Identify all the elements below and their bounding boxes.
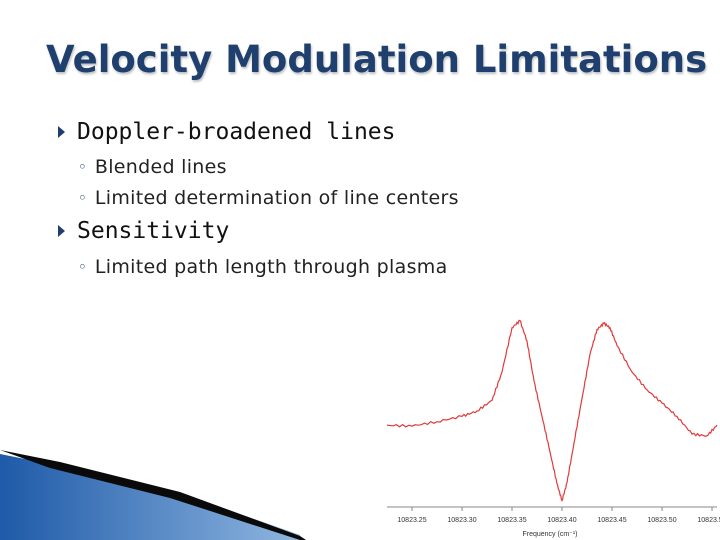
x-tick-label: 10823.50 [647,517,676,524]
bullet-sensitivity: Sensitivity [58,218,229,244]
sub-bullet-line-centers: ◦ Limited determination of line centers [78,187,459,209]
slide-title: Velocity Modulation Limitations [46,38,708,81]
spectrum-series-line [386,319,718,502]
black-swoosh-shape [0,450,306,540]
x-tick-label: 10823.25 [397,517,426,524]
sub-bullet-path-length-text: Limited path length through plasma [94,256,448,278]
sub-bullet-line-centers-text: Limited determination of line centers [94,187,459,209]
blue-swoosh-shape [0,454,300,540]
x-tick-label: 10823.40 [547,517,576,524]
circle-bullet-icon: ◦ [78,158,87,176]
decorative-swoosh [0,450,306,540]
bullet-sensitivity-text: Sensitivity [77,218,230,244]
sub-bullet-blended: ◦ Blended lines [78,156,227,178]
x-tick-label: 10823.30 [447,517,476,524]
x-axis-ticks: 10823.25 10823.30 10823.35 10823.40 10823.45… [397,507,720,524]
circle-bullet-icon: ◦ [78,189,87,207]
triangle-bullet-icon [58,225,65,237]
bullet-doppler: Doppler-broadened lines [58,119,396,145]
sub-bullet-path-length: ◦ Limited path length through plasma [78,256,448,278]
x-tick-label: 10823.35 [497,517,526,524]
x-axis-label: Frequency (cm⁻¹) [522,531,577,538]
bullet-doppler-text: Doppler-broadened lines [77,119,396,145]
spectrum-line-layer [386,319,718,502]
triangle-bullet-icon [58,126,65,138]
x-tick-label: 10823.45 [597,517,626,524]
x-tick-label: 10823.55 [697,517,720,524]
sub-bullet-blended-text: Blended lines [94,156,227,178]
circle-bullet-icon: ◦ [78,258,87,276]
spectrum-chart: 10823.25 10823.30 10823.35 10823.40 10823.45… [386,319,720,538]
